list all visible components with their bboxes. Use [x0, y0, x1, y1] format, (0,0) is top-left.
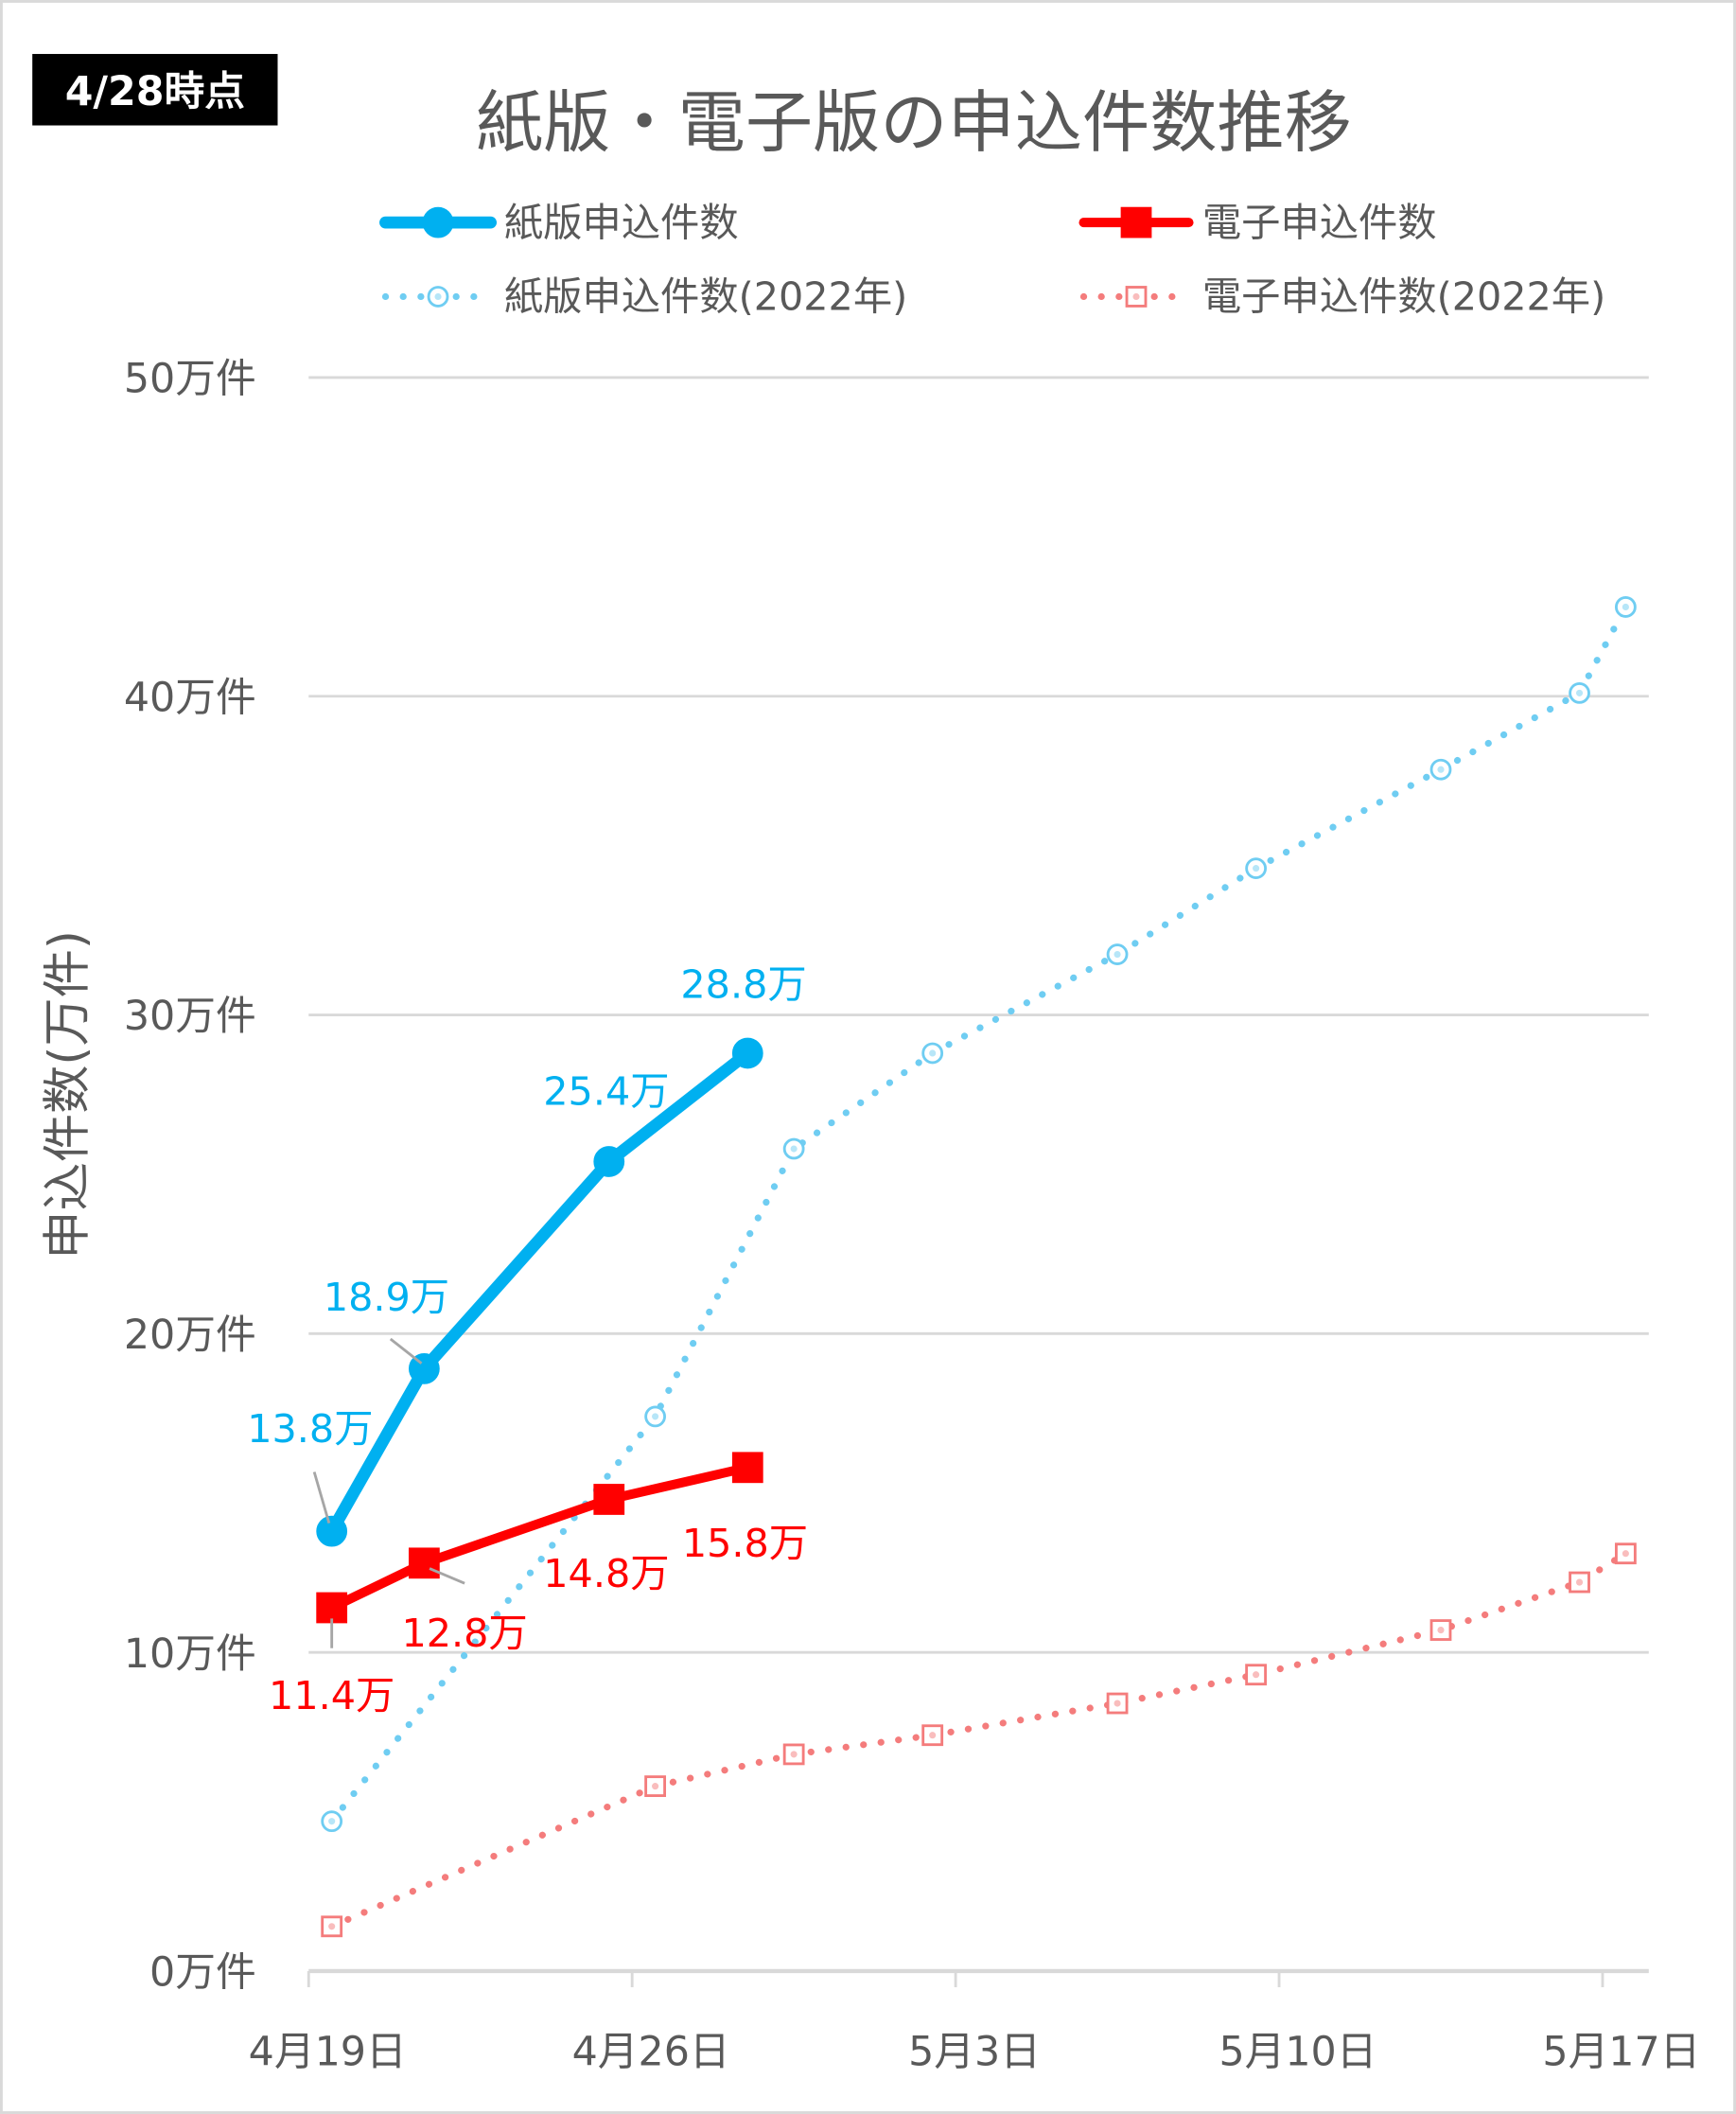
x-tick-label: 5月10日 — [1219, 2029, 1377, 2076]
x-tick-label: 4月26日 — [572, 2029, 730, 2076]
legend-swatch-marker-dot — [434, 292, 442, 301]
badge-text: 4/28時点 — [65, 68, 245, 115]
series-line — [325, 1047, 754, 1538]
series-line — [326, 1462, 753, 1612]
square-marker-dot — [790, 1751, 798, 1758]
point-marker — [316, 1515, 348, 1547]
data-label: 18.9万 — [324, 1275, 449, 1320]
y-tick-label: 40万件 — [124, 674, 256, 721]
chart-title: 紙版・電子版の申込件数推移 — [476, 83, 1352, 162]
legend-label: 紙版申込件数 — [504, 200, 739, 245]
square-marker-dot — [652, 1783, 659, 1790]
point-marker — [593, 1146, 625, 1177]
legend-item: 電子申込件数 — [1078, 200, 1437, 245]
y-axis-label: 申込件数(万件) — [39, 930, 96, 1260]
square-marker-dot — [1113, 1700, 1121, 1707]
legend-swatch-marker-dot — [1132, 292, 1140, 301]
point-marker-dot — [1437, 766, 1445, 773]
axes: 0万件 10万件 20万件 30万件 40万件 50万件 4月19日 4月26日 5月3日 5月1… — [124, 356, 1701, 2076]
point-marker-dot — [1575, 689, 1584, 696]
point-marker — [731, 1037, 763, 1069]
legend-item: 紙版申込件数(2022年) — [381, 274, 907, 320]
point-marker-dot — [1622, 603, 1629, 611]
square-marker-dot — [1622, 1550, 1629, 1558]
y-tick-label: 0万件 — [149, 1949, 256, 1997]
square-marker-dot — [1253, 1671, 1260, 1679]
square-marker — [316, 1592, 348, 1624]
square-marker — [731, 1452, 763, 1484]
leader-line — [389, 1337, 423, 1365]
series-0 — [316, 1037, 763, 1547]
point-marker-dot — [1113, 950, 1121, 959]
point-marker-dot — [929, 1049, 937, 1057]
x-tick-label: 5月3日 — [908, 2029, 1041, 2076]
badge-background — [32, 54, 278, 126]
y-tick-label: 50万件 — [124, 356, 256, 403]
data-label: 25.4万 — [543, 1069, 669, 1115]
square-marker-dot — [328, 1923, 336, 1930]
legend-item: 紙版申込件数 — [379, 200, 739, 245]
series-group — [316, 596, 1637, 1938]
legend-label: 紙版申込件数(2022年) — [504, 274, 907, 320]
square-marker — [408, 1547, 440, 1579]
series-line — [328, 1550, 1629, 1930]
y-tick-label: 30万件 — [124, 993, 256, 1040]
gridlines — [308, 376, 1649, 1654]
x-tick-label: 4月19日 — [249, 2029, 407, 2076]
square-marker-dot — [1575, 1578, 1584, 1586]
series-1 — [316, 1452, 763, 1624]
data-label: 11.4万 — [269, 1673, 395, 1718]
data-label: 13.8万 — [247, 1406, 373, 1452]
leader-line — [312, 1471, 331, 1524]
leader-line — [429, 1567, 465, 1585]
legend-label: 電子申込件数(2022年) — [1202, 274, 1605, 320]
square-marker-dot — [1437, 1627, 1445, 1634]
series-3 — [321, 1542, 1637, 1938]
data-label: 15.8万 — [682, 1521, 808, 1566]
x-tick-label: 5月17日 — [1542, 2029, 1700, 2076]
legend-swatch-marker — [422, 206, 454, 238]
square-marker — [593, 1484, 625, 1515]
data-label: 12.8万 — [401, 1611, 527, 1656]
square-marker-dot — [929, 1732, 937, 1739]
y-tick-label: 10万件 — [124, 1630, 256, 1678]
series-2 — [321, 596, 1637, 1833]
legend-item: 電子申込件数(2022年) — [1079, 274, 1605, 320]
point-marker-dot — [328, 1818, 336, 1825]
y-tick-label: 20万件 — [124, 1312, 256, 1359]
legend-swatch-marker — [1120, 206, 1152, 238]
point-marker-dot — [790, 1145, 798, 1153]
point-marker-dot — [652, 1413, 659, 1420]
data-label: 28.8万 — [680, 962, 806, 1008]
data-label: 14.8万 — [543, 1551, 669, 1596]
legend-label: 電子申込件数 — [1202, 200, 1437, 245]
point-marker-dot — [1253, 865, 1260, 872]
